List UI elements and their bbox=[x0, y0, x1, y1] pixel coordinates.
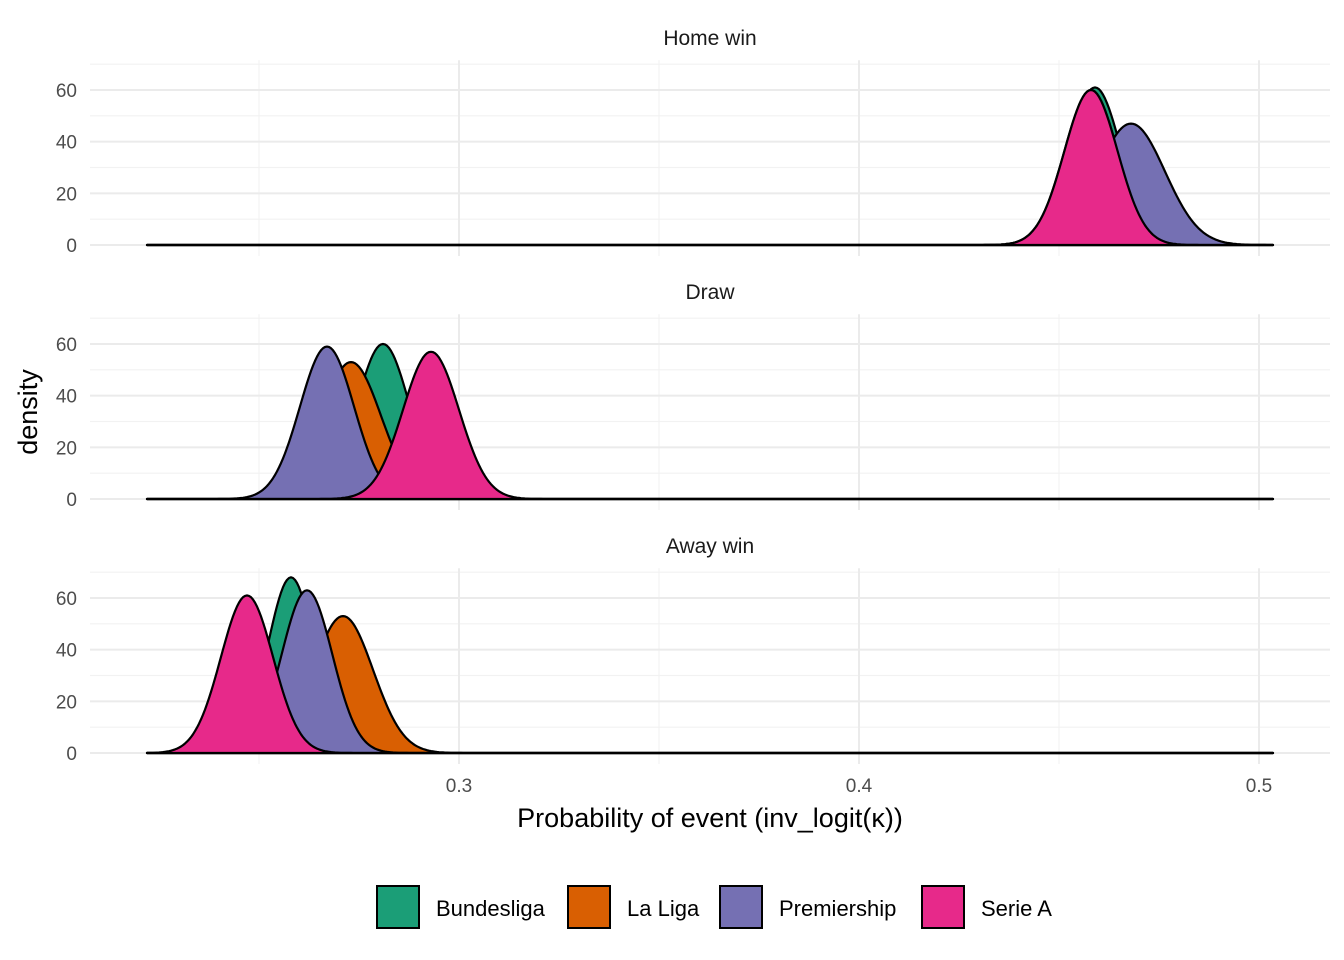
y-tick-label: 40 bbox=[56, 387, 77, 408]
density-serie-a bbox=[145, 350, 1275, 501]
legend-label: Premiership bbox=[779, 896, 896, 921]
legend-item: Bundesliga bbox=[376, 885, 546, 929]
legend-label: Bundesliga bbox=[436, 896, 546, 921]
density-serie-a bbox=[145, 88, 1275, 247]
density-premiership bbox=[145, 589, 1275, 755]
panel-title: Home win bbox=[663, 27, 756, 50]
y-tick-label: 0 bbox=[66, 744, 77, 765]
legend-swatch bbox=[921, 885, 965, 929]
x-tick-label: 0.3 bbox=[446, 776, 472, 797]
legend-label: Serie A bbox=[981, 896, 1052, 921]
y-tick-label: 0 bbox=[66, 490, 77, 511]
y-tick-label: 40 bbox=[56, 641, 77, 662]
x-axis-title: Probability of event (inv_logit(κ)) bbox=[517, 803, 903, 833]
panel-away-win: Away win 0 20 40 60 bbox=[56, 535, 1330, 765]
y-tick-label: 20 bbox=[56, 184, 77, 205]
y-tick-label: 60 bbox=[56, 335, 77, 356]
legend-swatch bbox=[376, 885, 420, 929]
x-tick-label: 0.4 bbox=[846, 776, 873, 797]
legend-item: Premiership bbox=[719, 885, 896, 929]
legend-item: Serie A bbox=[921, 885, 1052, 929]
legend-swatch bbox=[567, 885, 611, 929]
legend: Bundesliga La Liga Premiership Serie A bbox=[376, 885, 1052, 929]
density-serie-a bbox=[145, 594, 1275, 755]
y-tick-label: 20 bbox=[56, 438, 77, 459]
y-tick-label: 40 bbox=[56, 133, 77, 154]
legend-item: La Liga bbox=[567, 885, 700, 929]
legend-label: La Liga bbox=[627, 896, 700, 921]
panel-title: Away win bbox=[666, 535, 754, 558]
y-tick-label: 60 bbox=[56, 81, 77, 102]
y-tick-label: 0 bbox=[66, 236, 77, 257]
legend-swatch bbox=[719, 885, 763, 929]
panel-home-win: Home win 0 20 40 60 bbox=[56, 27, 1330, 257]
panel-title: Draw bbox=[685, 281, 735, 304]
y-tick-label: 20 bbox=[56, 692, 77, 713]
y-axis-title: density bbox=[13, 369, 43, 455]
y-tick-label: 60 bbox=[56, 589, 77, 610]
x-tick-label: 0.5 bbox=[1246, 776, 1272, 797]
panel-draw: Draw 0 20 40 60 bbox=[56, 281, 1330, 511]
